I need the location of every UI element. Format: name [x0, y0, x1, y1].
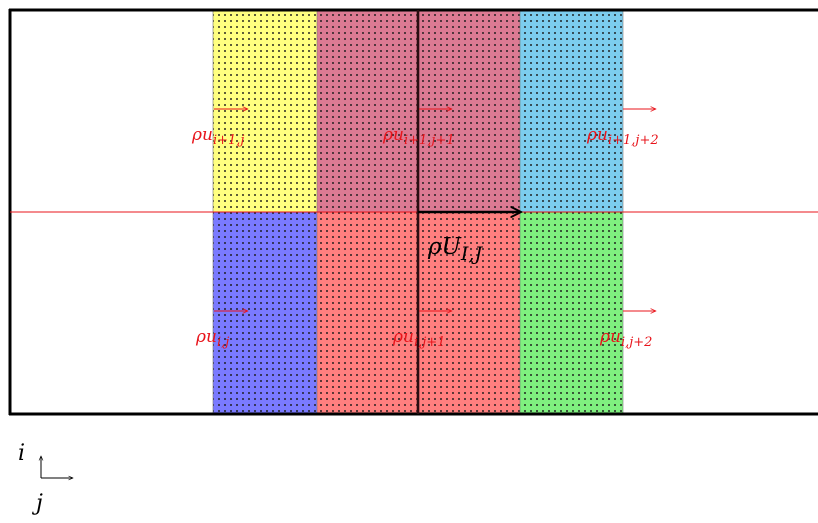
label-i0-j1: ρui,j+1	[392, 327, 445, 350]
label-i0-j0: ρui,j	[195, 327, 229, 350]
label-i1-j1: ρui+1,j+1	[382, 125, 455, 148]
flux-arrows	[214, 109, 656, 311]
label-i0-j2: ρui,j+2	[599, 327, 652, 350]
axis-j-label: j	[31, 491, 43, 516]
axis-i-label: i	[18, 441, 25, 466]
label-i1-j2: ρui+1,j+2	[586, 125, 659, 148]
axis-indicator: i j	[18, 441, 73, 516]
label-main-flux: ρUI,J	[427, 234, 483, 265]
label-i1-j0: ρui+1,j	[191, 125, 244, 148]
